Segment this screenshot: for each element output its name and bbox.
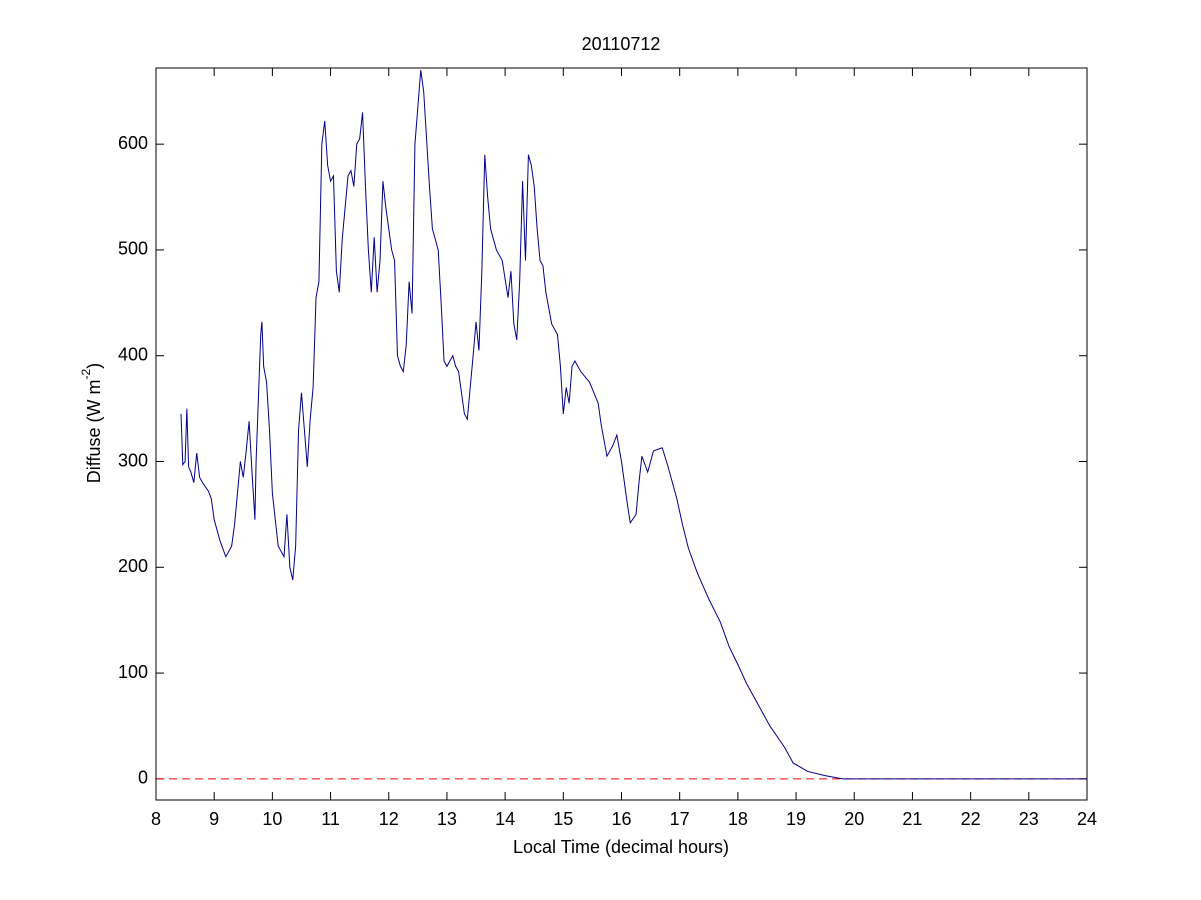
x-tick-label: 18 — [728, 809, 748, 829]
x-tick-label: 20 — [844, 809, 864, 829]
y-axis-label-tail: ) — [84, 363, 104, 369]
y-tick-label: 200 — [118, 556, 148, 576]
y-tick-label: 400 — [118, 344, 148, 364]
x-axis-label: Local Time (decimal hours) — [513, 837, 729, 857]
y-axis-label-sup: -2 — [79, 368, 93, 379]
y-tick-label: 600 — [118, 133, 148, 153]
x-tick-label: 22 — [961, 809, 981, 829]
x-tick-label: 12 — [379, 809, 399, 829]
x-tick-label: 16 — [611, 809, 631, 829]
x-tick-label: 23 — [1019, 809, 1039, 829]
y-tick-label: 300 — [118, 450, 148, 470]
x-tick-label: 14 — [495, 809, 515, 829]
x-tick-label: 10 — [262, 809, 282, 829]
x-tick-label: 15 — [553, 809, 573, 829]
x-tick-label: 8 — [151, 809, 161, 829]
x-tick-label: 24 — [1077, 809, 1097, 829]
y-axis-label-text: Diffuse (W m — [84, 379, 104, 483]
x-tick-label: 11 — [321, 809, 340, 829]
chart-title: 20110712 — [582, 34, 661, 54]
x-tick-label: 13 — [437, 809, 457, 829]
x-tick-label: 17 — [670, 809, 690, 829]
y-tick-label: 500 — [118, 239, 148, 259]
x-tick-label: 21 — [902, 809, 922, 829]
data-line — [180, 70, 1087, 780]
x-tick-label: 19 — [786, 809, 806, 829]
x-tick-label: 9 — [209, 809, 219, 829]
y-tick-label: 100 — [118, 662, 148, 682]
y-axis-label: Diffuse (W m-2) — [79, 363, 104, 483]
plot-frame — [155, 67, 1088, 801]
y-tick-label: 0 — [138, 768, 148, 788]
